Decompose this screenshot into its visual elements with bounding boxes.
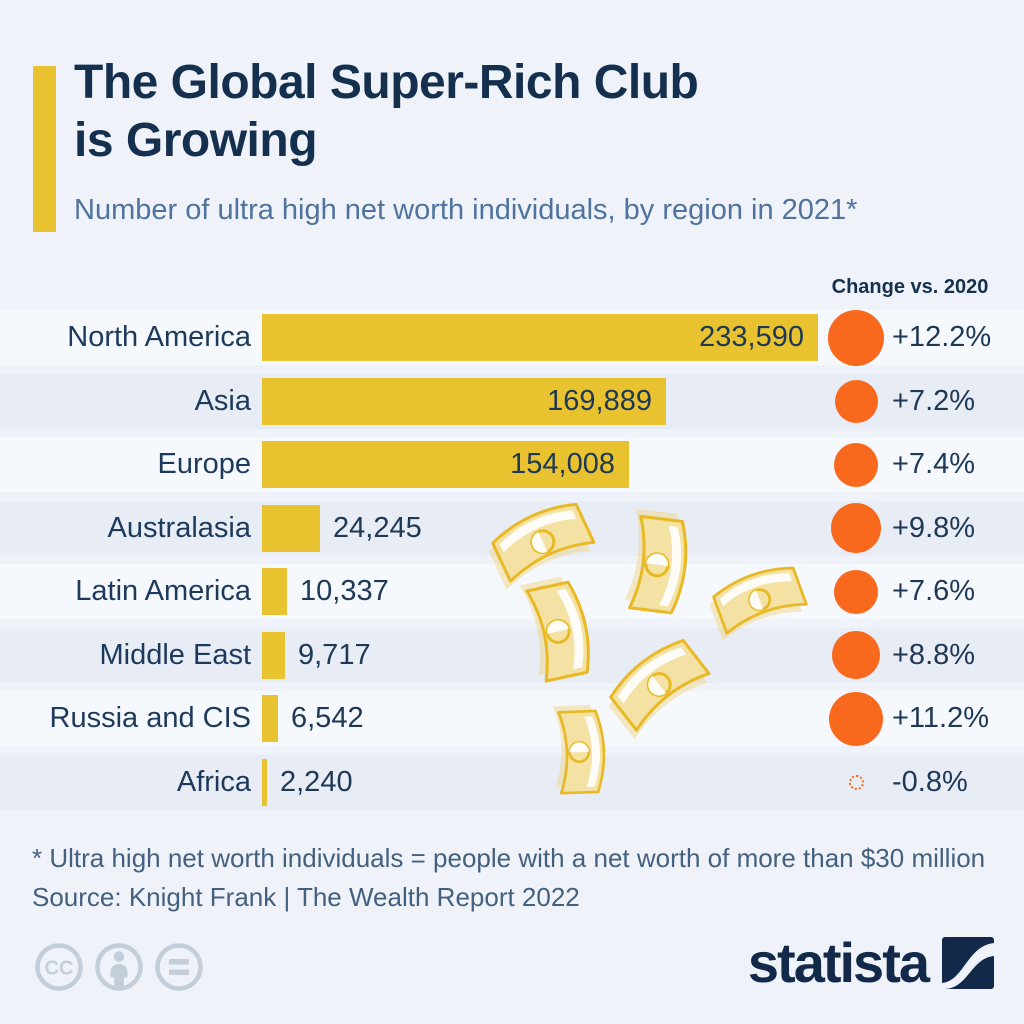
region-label: Asia	[194, 384, 251, 417]
footnote: * Ultra high net worth individuals = peo…	[32, 843, 986, 873]
statista-logo-icon	[942, 937, 994, 989]
chart-row: Asia 169,889 +7.2%	[0, 373, 1024, 429]
svg-text:CC: CC	[45, 958, 74, 980]
bar-chart: North America 233,590 +12.2% Asia 169,88…	[0, 309, 1024, 818]
chart-row: Europe 154,008 +7.4%	[0, 437, 1024, 492]
value-label: 9,717	[298, 638, 371, 671]
change-bubble	[834, 569, 878, 614]
chart-row: North America 233,590 +12.2%	[0, 309, 1024, 366]
chart-row: Russia and CIS 6,542 +11.2%	[0, 691, 1024, 746]
statista-logo[interactable]: statista	[748, 933, 994, 993]
value-label: 154,008	[510, 448, 615, 480]
value-bar	[262, 631, 285, 679]
chart-row: Australasia 24,245 +9.8%	[0, 500, 1024, 556]
value-bar	[262, 568, 287, 615]
change-bubble	[834, 379, 878, 423]
value-label: 2,240	[280, 765, 353, 798]
region-label: Europe	[157, 448, 251, 480]
chart-row: Latin America 10,337 +7.6%	[0, 564, 1024, 619]
title-accent-bar	[33, 66, 56, 232]
page-title-line2: is Growing	[74, 114, 318, 167]
change-label: +11.2%	[892, 702, 990, 734]
change-label: +7.2%	[892, 384, 976, 417]
change-label: +9.8%	[892, 511, 976, 544]
value-bar	[262, 377, 666, 425]
change-bubble	[834, 442, 878, 487]
change-label: +8.8%	[892, 638, 976, 671]
change-bubble	[832, 631, 880, 679]
value-label: 233,590	[699, 321, 804, 353]
cc-license-badges[interactable]: CC	[33, 941, 205, 993]
chart-row: Middle East 9,717 +8.8%	[0, 627, 1024, 683]
page-title: The Global Super-Rich Club is Growing	[74, 54, 699, 170]
change-label: +7.6%	[892, 575, 976, 607]
region-label: Russia and CIS	[49, 702, 252, 734]
change-column-header: Change vs. 2020	[831, 276, 989, 298]
value-label: 169,889	[547, 384, 652, 417]
chart-row: Africa 2,240 -0.8%	[0, 754, 1024, 810]
value-label: 10,337	[300, 575, 389, 607]
region-label: Middle East	[99, 638, 251, 671]
source-line: Source: Knight Frank | The Wealth Report…	[32, 882, 580, 912]
change-label: -0.8%	[892, 765, 968, 798]
value-label: 6,542	[291, 702, 364, 734]
region-label: North America	[67, 321, 251, 353]
change-bubble	[828, 309, 884, 366]
cc-icon[interactable]: CC	[35, 943, 83, 991]
value-bar	[262, 758, 267, 806]
change-label: +7.4%	[892, 448, 976, 480]
region-label: Africa	[176, 765, 251, 798]
value-bar	[262, 695, 278, 742]
change-bubble	[829, 691, 883, 746]
value-bar	[262, 314, 818, 361]
attribution-person-icon[interactable]	[95, 943, 143, 991]
change-bubble	[848, 774, 864, 790]
change-label: +12.2%	[892, 321, 992, 353]
value-label: 24,245	[333, 511, 422, 544]
value-bar	[262, 441, 629, 488]
page-subtitle: Number of ultra high net worth individua…	[74, 194, 858, 226]
region-label: Latin America	[75, 575, 251, 607]
region-label: Australasia	[107, 511, 251, 544]
value-bar	[262, 504, 320, 552]
statista-wordmark: statista	[747, 931, 930, 994]
page-title-line1: The Global Super-Rich Club	[74, 56, 699, 109]
equals-icon[interactable]	[155, 943, 203, 991]
change-bubble	[831, 503, 881, 553]
